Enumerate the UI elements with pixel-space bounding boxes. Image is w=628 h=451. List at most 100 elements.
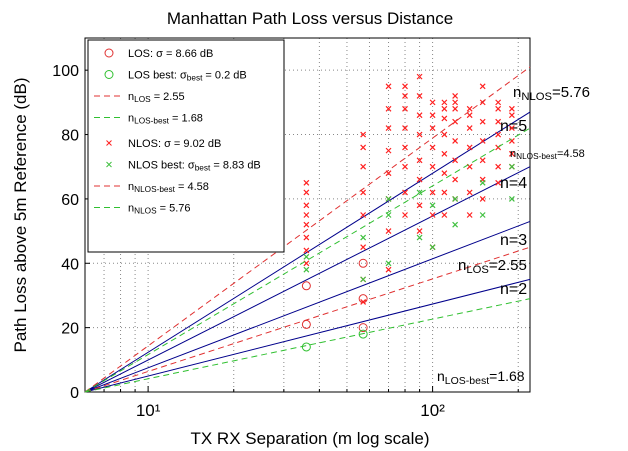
point [429, 99, 436, 106]
point [508, 195, 515, 202]
label-part: =5.76 [552, 84, 590, 101]
point [452, 176, 459, 183]
subscript: NLOS [521, 91, 552, 103]
point [479, 118, 486, 125]
point [466, 125, 473, 132]
label-part: n [458, 257, 466, 274]
point [360, 212, 367, 218]
point [416, 202, 423, 209]
point [495, 105, 502, 112]
y-tick-label: 80 [61, 128, 79, 145]
reference-label: n=4 [500, 175, 527, 192]
rich-label: NLOS: σ = 9.02 dB [128, 138, 221, 150]
subscript: best [195, 164, 211, 173]
rich-label: nLOS=2.55 [458, 257, 527, 276]
x-tick-label: 10¹ [136, 401, 161, 420]
point [479, 157, 486, 164]
point [429, 144, 436, 151]
point [452, 93, 459, 99]
rich-label: LOS best: σbest = 0.2 dB [128, 70, 247, 83]
label-part: =2.55 [489, 257, 527, 274]
point [429, 212, 436, 218]
x-axis-label: TX RX Separation (m log scale) [190, 429, 429, 448]
point [479, 179, 486, 186]
y-tick-label: 20 [61, 321, 79, 338]
point [441, 99, 448, 106]
point [441, 170, 448, 177]
point [429, 202, 436, 209]
point [360, 131, 367, 138]
point [479, 83, 486, 90]
rich-label: nNLOS = 5.76 [128, 203, 191, 216]
point [360, 163, 367, 170]
legend-swatch [104, 48, 114, 58]
label-part: n [128, 203, 134, 215]
reference-label: n=3 [500, 232, 527, 249]
rich-label: nNLOS=5.76 [513, 84, 590, 103]
series-line [84, 246, 531, 393]
point [385, 83, 392, 90]
label-part: NLOS best: σ [128, 160, 195, 172]
point [452, 138, 459, 144]
point [402, 125, 408, 132]
point [358, 323, 368, 333]
label-part: n [128, 91, 134, 103]
legend-box [87, 39, 285, 253]
label-part: =4.58 [557, 148, 585, 160]
point [385, 125, 392, 132]
point [429, 112, 436, 119]
rich-label: NLOS best: σbest = 8.83 dB [128, 160, 261, 173]
point [466, 105, 473, 112]
legend-swatch [106, 140, 112, 146]
label-part: NLOS: σ = 9.02 dB [128, 138, 221, 150]
point [303, 221, 310, 228]
point [429, 163, 436, 170]
point [358, 258, 368, 268]
point [429, 125, 436, 132]
point [402, 212, 408, 218]
point [508, 112, 515, 119]
y-tick-label: 40 [61, 256, 79, 273]
label-part: = 1.68 [169, 113, 203, 125]
chart-title: Manhattan Path Loss versus Distance [167, 9, 453, 28]
label-part: = 0.2 dB [202, 70, 246, 82]
subscript: NLOS [134, 207, 157, 216]
point [441, 115, 448, 122]
label-part: = 8.83 dB [210, 160, 260, 172]
rich-label: nNLOS-best=4.58 [510, 148, 585, 161]
label-part: LOS best: σ [128, 70, 187, 82]
point [402, 163, 408, 170]
reference-line [84, 166, 531, 393]
label-part: n [510, 148, 516, 160]
point [508, 125, 515, 132]
point [466, 189, 473, 196]
point [303, 234, 310, 241]
point [479, 195, 486, 202]
subscript: LOS [466, 264, 489, 276]
point [385, 105, 392, 112]
point [402, 83, 408, 90]
point [303, 266, 310, 273]
point [441, 105, 448, 112]
point [385, 195, 392, 202]
point [360, 298, 367, 305]
point [416, 176, 423, 183]
point [495, 118, 502, 125]
point [360, 234, 367, 241]
reference-label: n=2 [500, 281, 527, 298]
label-part: n [513, 84, 521, 101]
point [416, 93, 423, 99]
subscript: LOS-best [445, 375, 489, 387]
y-tick-label: 100 [52, 63, 79, 80]
series-line [84, 127, 531, 393]
point [441, 212, 448, 218]
point [416, 234, 423, 241]
label-part: n [437, 368, 445, 384]
point [416, 112, 423, 119]
subscript: LOS-best [134, 117, 170, 126]
point [495, 163, 502, 170]
point [508, 150, 515, 157]
point [303, 247, 310, 254]
rich-label: nLOS = 2.55 [128, 91, 185, 104]
rich-label: nNLOS-best = 4.58 [128, 181, 209, 194]
